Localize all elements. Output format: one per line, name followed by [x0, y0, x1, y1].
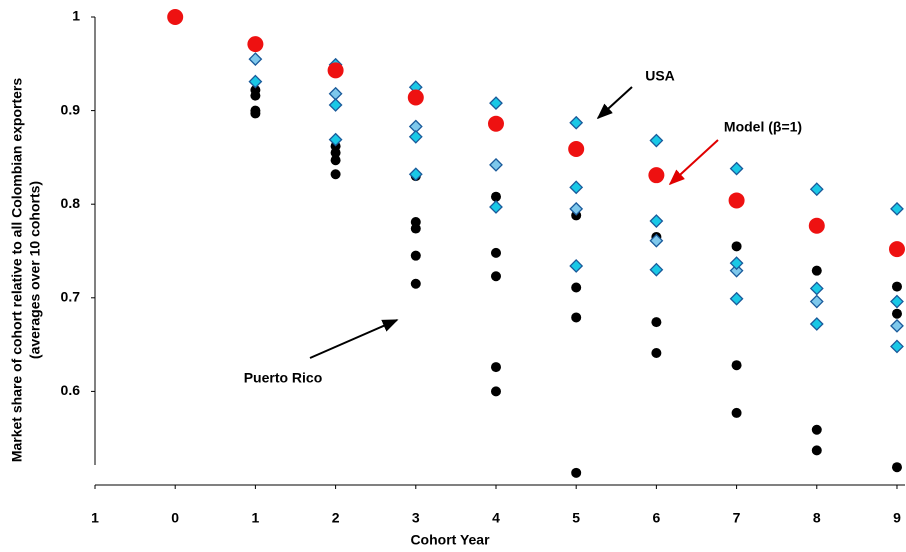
circle-point [247, 36, 264, 53]
diamond-point [569, 259, 584, 273]
y-tick-label: 0.9 [61, 101, 81, 117]
circle-point [407, 89, 424, 106]
x-tick-label: 4 [492, 510, 500, 526]
circle-point [330, 169, 341, 180]
circle-point [571, 467, 582, 478]
y-axis-title: Market share of cohort relative to all C… [9, 78, 25, 463]
diamond-point [489, 200, 503, 214]
circle-point [891, 308, 902, 319]
diamond-point [729, 291, 744, 306]
diamond-point [328, 132, 343, 147]
x-tick-label: 6 [652, 510, 660, 526]
y-tick-label: 1 [72, 8, 80, 24]
diamond-point [248, 74, 263, 89]
annotation: USA [645, 68, 675, 84]
diamond-point [649, 133, 664, 148]
circle-point [167, 9, 184, 25]
circle-point [490, 191, 501, 202]
diamond-point [649, 214, 664, 228]
circle-point [811, 445, 822, 456]
circle-point [490, 271, 501, 282]
circle-point [891, 462, 902, 473]
circle-point [888, 241, 905, 258]
diamond-point [328, 86, 343, 101]
circle-point [330, 155, 341, 166]
annotation-arrow [668, 139, 719, 186]
x-axis-title: Cohort Year [410, 532, 490, 548]
circle-point [891, 281, 902, 292]
circle-point [651, 348, 662, 359]
x-tick-label: 5 [572, 510, 580, 526]
circle-point [731, 241, 742, 252]
circle-point [490, 386, 501, 397]
x-tick-label: 1 [91, 510, 99, 526]
diamond-point [890, 294, 904, 309]
circle-point [327, 62, 344, 79]
y-tick-label: 0.7 [61, 289, 81, 305]
circle-point [250, 90, 261, 101]
diamond-point [890, 318, 904, 333]
x-tick-label: 3 [412, 510, 420, 526]
x-tick-label: 8 [813, 510, 821, 526]
circle-point [731, 407, 742, 418]
x-tick-label: 2 [332, 510, 340, 526]
circle-point [571, 282, 582, 293]
circle-point [568, 140, 585, 157]
annotation: Model (β=1) [724, 119, 802, 135]
diamond-point [408, 129, 423, 144]
annotation-arrow [309, 319, 399, 359]
diamond-point [729, 161, 744, 176]
circle-point [728, 192, 745, 209]
y-tick-label: 0.6 [61, 382, 81, 398]
circle-point [651, 317, 662, 328]
annotation: Puerto Rico [244, 370, 323, 386]
x-tick-label: 9 [893, 510, 901, 526]
circle-point [811, 265, 822, 276]
diamond-point [809, 294, 824, 309]
diamond-point [809, 281, 824, 296]
x-tick-label: 7 [733, 510, 741, 526]
circle-point [811, 424, 822, 435]
circle-point [330, 147, 341, 158]
diamond-point [408, 167, 423, 182]
circle-point [490, 247, 501, 258]
diamond-point [809, 182, 824, 197]
circle-point [487, 115, 504, 132]
diamond-point [569, 115, 584, 130]
y-axis-title: (averages over 10 cohorts) [27, 181, 43, 359]
circle-point [410, 250, 421, 261]
circle-point [250, 108, 261, 119]
diamond-point [569, 201, 584, 216]
diamond-point [649, 233, 664, 248]
diamond-point [890, 339, 904, 354]
diamond-point [649, 262, 664, 277]
y-tick-label: 0.8 [61, 195, 81, 211]
diamond-point [809, 317, 824, 331]
circle-point [731, 360, 742, 371]
diamond-point [729, 263, 744, 278]
circle-point [410, 278, 421, 289]
circle-point [648, 167, 665, 184]
x-tick-label: 0 [171, 510, 179, 526]
circle-point [490, 362, 501, 373]
circle-point [410, 223, 421, 234]
diamond-point [890, 201, 904, 216]
x-tick-label: 1 [251, 510, 259, 526]
diamond-point [729, 256, 744, 271]
diamond-point [489, 96, 503, 111]
circle-point [808, 217, 825, 234]
diamond-point [569, 180, 584, 195]
diamond-point [328, 98, 343, 112]
annotation-arrow [596, 86, 633, 120]
circle-point [571, 312, 582, 323]
diamond-point [489, 157, 503, 172]
diamond-point [248, 52, 263, 67]
